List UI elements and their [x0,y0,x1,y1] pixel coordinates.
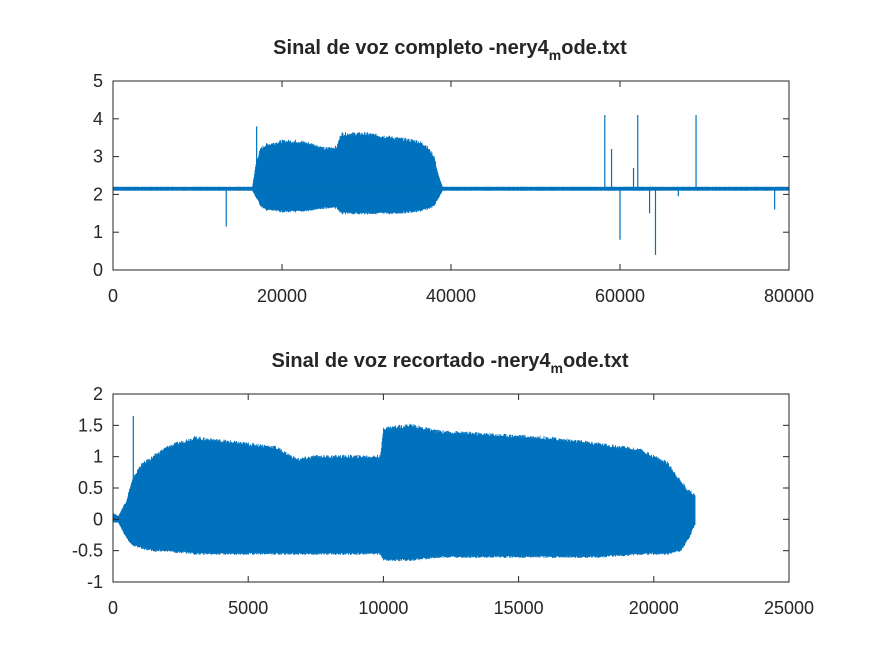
y-tick-label: 0 [93,509,103,529]
y-tick-label: 2 [93,384,103,404]
plot-title: Sinal de voz completo -nery4mode.txt [273,37,627,63]
plot-trimmed-signal: Sinal de voz recortado -nery4mode.txt 0 5… [72,350,814,618]
x-tick-label: 15000 [494,598,544,618]
x-tick-label: 20000 [629,598,679,618]
y-axis-ticks: -1 -0.5 0 0.5 1 1.5 2 [72,384,789,592]
x-tick-label: 80000 [764,286,814,306]
x-tick-label: 60000 [595,286,645,306]
y-tick-label: -0.5 [72,541,103,561]
y-tick-label: 2 [93,184,103,204]
x-tick-label: 0 [108,598,118,618]
plot-full-signal: Sinal de voz completo -nery4mode.txt 0 20… [93,37,814,306]
signal-series [112,415,696,562]
x-tick-label: 40000 [426,286,476,306]
y-tick-label: 3 [93,147,103,167]
x-axis-ticks: 0 5000 10000 15000 20000 25000 [108,394,814,618]
y-tick-label: 0 [93,260,103,280]
y-tick-label: 1 [93,222,103,242]
y-axis-ticks: 0 1 2 3 4 5 [93,71,789,280]
x-tick-label: 20000 [257,286,307,306]
x-tick-label: 5000 [228,598,268,618]
y-tick-label: 0.5 [78,478,103,498]
y-tick-label: 1.5 [78,415,103,435]
x-tick-label: 25000 [764,598,814,618]
x-axis-ticks: 0 20000 40000 60000 80000 [108,81,814,306]
signal-series [112,115,789,255]
y-tick-label: 4 [93,109,103,129]
y-tick-label: 1 [93,447,103,467]
y-tick-label: 5 [93,71,103,91]
x-tick-label: 10000 [358,598,408,618]
plot-title: Sinal de voz recortado -nery4mode.txt [272,350,629,376]
y-tick-label: -1 [87,572,103,592]
x-tick-label: 0 [108,286,118,306]
